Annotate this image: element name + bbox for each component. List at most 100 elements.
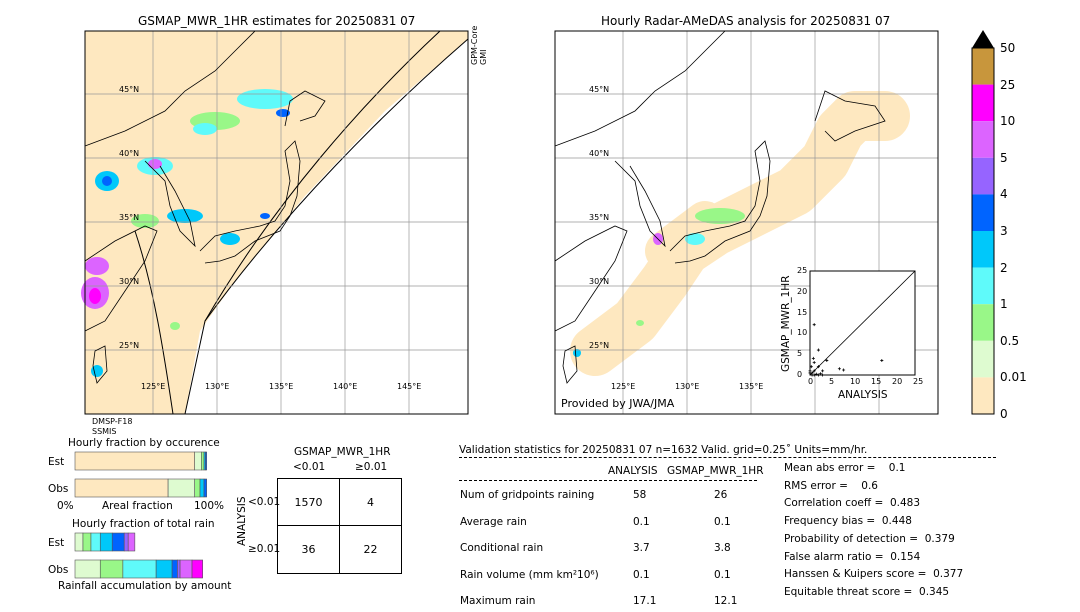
- stat-label: Rain volume (mm km²10⁶): [460, 568, 599, 581]
- occurrence-title: Hourly fraction by occurence: [68, 437, 220, 449]
- colorbar-segment: [972, 340, 994, 378]
- swath-edge: [134, 230, 174, 415]
- lon-label: 145°E: [397, 382, 422, 391]
- score-line: False alarm ratio = 0.154: [784, 550, 921, 563]
- col-header: ANALYSIS: [608, 465, 658, 477]
- col-header: GSMAP_MWR_1HR: [667, 465, 764, 477]
- rain-fraction-est-segment: [123, 532, 129, 552]
- est-label: Est: [48, 456, 65, 468]
- stat-label: Average rain: [460, 515, 527, 528]
- stat-gsmap-value: 12.1: [714, 595, 738, 607]
- colorbar-label: 0: [1000, 407, 1008, 421]
- scatter-point: [819, 372, 822, 376]
- col-label: ≥0.01: [355, 461, 388, 473]
- colorbar-label: 25: [1000, 77, 1016, 92]
- lat-label: 25°N: [119, 341, 140, 350]
- scatter-point: [816, 373, 820, 377]
- colorbar-segment: [972, 157, 994, 195]
- lat-label: 40°N: [589, 149, 610, 158]
- rain-fraction-title: Hourly fraction of total rain: [72, 518, 215, 530]
- rain-fraction-est-segment: [90, 532, 101, 552]
- stat-analysis-value: 3.7: [633, 542, 650, 554]
- occurrence-obs-segment: [167, 478, 195, 498]
- axis-mid: Areal fraction: [102, 500, 173, 512]
- rain-fraction-est-segment: [82, 532, 92, 552]
- gridlines: [85, 31, 468, 414]
- scatter-point: [821, 369, 825, 373]
- scatter-point: [809, 365, 813, 369]
- swath-coverage: [85, 31, 468, 414]
- stat-analysis-value: 58: [633, 489, 647, 501]
- y-tick-label: 10: [797, 328, 808, 338]
- score-line: Hanssen & Kuipers score = 0.377: [784, 568, 964, 581]
- gridlines: [555, 31, 938, 414]
- score-line: Frequency bias = 0.448: [784, 515, 912, 528]
- stats-header: Validation statistics for 20250831 07 n=…: [459, 444, 868, 456]
- est-label: Est: [48, 537, 65, 549]
- x-tick-label: 10: [850, 377, 861, 386]
- x-tick-label: 20: [892, 377, 903, 386]
- row-label: ≥0.01: [248, 543, 281, 555]
- occurrence-obs-segment: [194, 478, 201, 498]
- occurrence-bars: [74, 451, 207, 498]
- score-line: Probability of detection = 0.379: [784, 532, 955, 545]
- rain-fraction-obs-segment: [155, 559, 173, 579]
- score-line: Equitable threat score = 0.345: [784, 585, 950, 598]
- stat-label: Conditional rain: [460, 542, 544, 554]
- rain-fraction-obs-segment: [99, 559, 124, 579]
- scatter-point: [880, 358, 884, 362]
- x-tick-label: 0: [808, 377, 814, 386]
- y-tick-label: 20: [797, 286, 808, 296]
- scatter-point: [825, 358, 829, 362]
- occurrence-obs-segment: [203, 478, 207, 498]
- colorbar-segment: [972, 231, 994, 268]
- colorbar-segment: [972, 267, 994, 305]
- lat-label: 45°N: [589, 85, 610, 94]
- stat-label: Num of gridpoints raining: [460, 489, 595, 501]
- colorbar: [971, 30, 995, 415]
- coastline: [554, 30, 886, 384]
- scatter-point: [816, 365, 820, 369]
- occurrence-est-segment: [205, 451, 207, 471]
- scatter-point: [837, 367, 841, 371]
- rain-fraction-obs-segment: [74, 559, 101, 579]
- colorbar-label: 50: [1000, 41, 1016, 55]
- colorbar-label: 3: [1000, 224, 1008, 238]
- axis-left: 0%: [57, 500, 74, 512]
- obs-label: Obs: [48, 483, 69, 495]
- lat-label: 25°N: [589, 341, 610, 350]
- colorbar-segment: [972, 48, 994, 85]
- occurrence-est-segment: [194, 451, 202, 471]
- stat-gsmap-value: 26: [714, 489, 728, 501]
- lat-label: 30°N: [119, 277, 140, 286]
- rain-fraction-obs-segment: [191, 559, 203, 579]
- cell-fn: 36: [277, 525, 340, 574]
- scatter-point: [816, 348, 820, 352]
- lat-label: 40°N: [119, 149, 140, 158]
- rain-fraction-est-segment: [111, 532, 125, 552]
- scatter-point: [821, 373, 825, 377]
- lon-label: 130°E: [205, 382, 230, 391]
- colorbar-extend-arrow: [972, 30, 994, 48]
- col-label: <0.01: [293, 461, 326, 473]
- colorbar-segment: [972, 304, 994, 341]
- cell-tp: 22: [339, 525, 402, 574]
- lon-label: 125°E: [611, 382, 636, 391]
- lon-label: 130°E: [675, 382, 700, 391]
- y-tick-label: 25: [797, 266, 808, 275]
- lat-label: 30°N: [589, 277, 610, 286]
- left-map: [81, 30, 469, 415]
- y-tick-label: 5: [797, 349, 803, 359]
- lat-label: 45°N: [119, 85, 140, 94]
- occurrence-obs-segment: [199, 478, 205, 498]
- colorbar-frame: [971, 47, 995, 415]
- scatter-point: [812, 369, 816, 373]
- scatter-point: [810, 373, 814, 377]
- colorbar-label: 0.5: [1000, 333, 1020, 348]
- rain-fraction-bars: [74, 532, 203, 579]
- stat-gsmap-value: 3.8: [714, 542, 731, 554]
- rain-cells: [81, 89, 293, 377]
- swath-edge: [184, 38, 469, 415]
- occurrence-obs-segment: [74, 478, 169, 498]
- lon-label: 140°E: [333, 382, 358, 391]
